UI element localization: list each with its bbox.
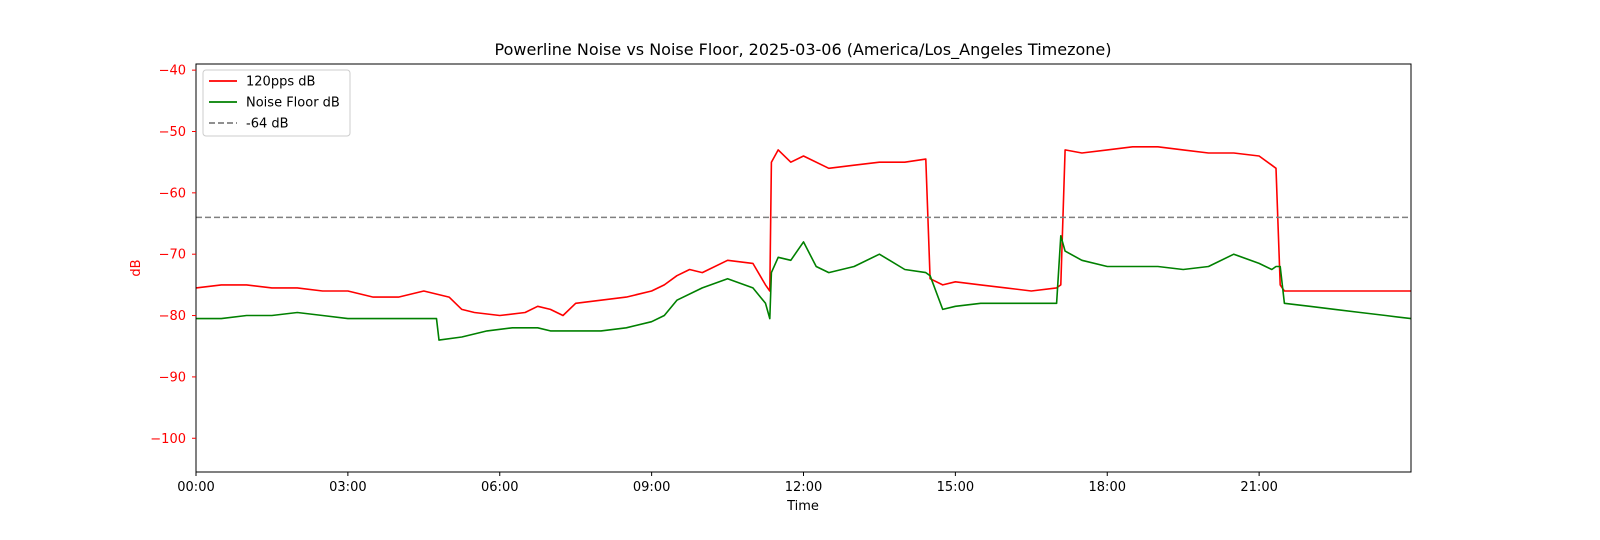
plot-frame [195, 63, 1412, 473]
plot-area [195, 63, 1412, 473]
series-line-1 [196, 235, 1411, 341]
x-tick-label: 00:00 [177, 480, 214, 495]
y-tick-label: −90 [159, 370, 186, 385]
x-tick-label: 21:00 [1240, 480, 1277, 495]
legend-label: Noise Floor dB [246, 96, 340, 111]
series-line-0 [196, 146, 1411, 317]
chart-title: Powerline Noise vs Noise Floor, 2025-03-… [495, 40, 1112, 60]
x-tick-label: 03:00 [329, 480, 366, 495]
legend: 120pps dB Noise Floor dB -64 dB [202, 69, 351, 137]
y-tick-label: −80 [159, 309, 186, 324]
y-tick-label: −50 [159, 125, 186, 140]
x-axis: 00:00 03:00 06:00 09:00 12:00 15:00 18:00 21:00 [177, 472, 1278, 495]
x-tick-label: 12:00 [785, 480, 822, 495]
legend-label: 120pps dB [246, 75, 315, 90]
legend-label: -64 dB [246, 117, 289, 132]
y-axis: −40 −50 −60 −70 −80 −90 −100 [150, 64, 196, 447]
x-tick-label: 09:00 [633, 480, 670, 495]
x-tick-label: 15:00 [937, 480, 974, 495]
y-tick-label: −40 [159, 64, 186, 79]
x-axis-title: Time [786, 499, 819, 514]
x-tick-label: 18:00 [1089, 480, 1126, 495]
legend-box [202, 69, 351, 137]
x-tick-label: 06:00 [481, 480, 518, 495]
y-tick-label: −100 [150, 432, 186, 447]
y-tick-label: −60 [159, 186, 186, 201]
y-axis-title: dB [129, 259, 144, 276]
y-tick-label: −70 [159, 248, 186, 263]
